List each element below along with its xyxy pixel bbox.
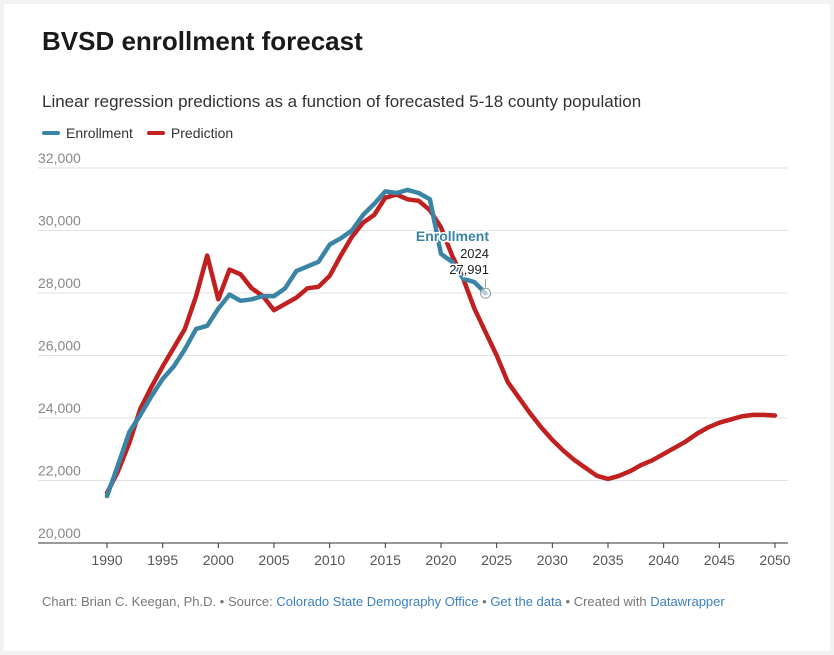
legend-swatch	[42, 131, 60, 135]
chart-subtitle: Linear regression predictions as a funct…	[42, 92, 642, 111]
series-line-prediction	[104, 192, 778, 496]
y-tick-label: 32,000	[38, 150, 81, 166]
legend-swatch	[146, 131, 165, 135]
chart-title: BVSD enrollment forecast	[42, 26, 363, 56]
x-tick-label: 2005	[258, 552, 289, 568]
x-tick-label: 2045	[704, 552, 735, 568]
separator: •	[482, 594, 487, 609]
legend-item-enrollment: Enrollment	[42, 125, 133, 141]
chart-footer: Chart: Brian C. Keegan, Ph.D. • Source: …	[42, 594, 725, 609]
created-label: Created with	[573, 594, 647, 609]
x-tick-label: 1990	[91, 552, 122, 568]
x-tick-label: 2025	[481, 552, 512, 568]
y-tick-label: 28,000	[38, 275, 81, 291]
x-tick-label: 2015	[370, 552, 401, 568]
y-tick-label: 22,000	[38, 463, 81, 479]
datawrapper-link[interactable]: Datawrapper	[650, 594, 725, 609]
x-tick-label: 2010	[314, 552, 345, 568]
x-tick-label: 1995	[147, 552, 178, 568]
y-tick-label: 30,000	[38, 213, 81, 229]
y-tick-label: 20,000	[38, 525, 81, 541]
legend-label: Prediction	[170, 125, 234, 141]
series-line-enrollment	[104, 187, 488, 499]
source-label: Source:	[227, 594, 273, 609]
y-tick-label: 24,000	[38, 400, 81, 416]
x-tick-label: 2030	[537, 552, 568, 568]
annotation-year: 2024	[460, 246, 489, 261]
separator: •	[219, 594, 225, 609]
x-tick-label: 2040	[648, 552, 679, 568]
legend-label: Enrollment	[66, 125, 133, 141]
annotation-label: Enrollment	[416, 228, 489, 244]
x-tick-label: 2000	[203, 552, 234, 568]
legend: Enrollment Prediction	[42, 125, 233, 141]
legend-item-prediction: Prediction	[146, 125, 234, 141]
x-tick-label: 2050	[759, 552, 790, 568]
footer-credit: Chart: Brian C. Keegan, Ph.D.	[42, 594, 217, 609]
source-link[interactable]: Colorado State Demography Office	[276, 594, 479, 609]
annotation-marker	[480, 287, 492, 299]
x-tick-label: 2035	[592, 552, 623, 568]
x-tick-label: 2020	[425, 552, 456, 568]
get-data-link[interactable]: Get the data	[490, 594, 562, 609]
annotation-value: 27,991	[449, 262, 489, 277]
separator: •	[565, 594, 571, 609]
y-tick-label: 26,000	[38, 338, 81, 354]
